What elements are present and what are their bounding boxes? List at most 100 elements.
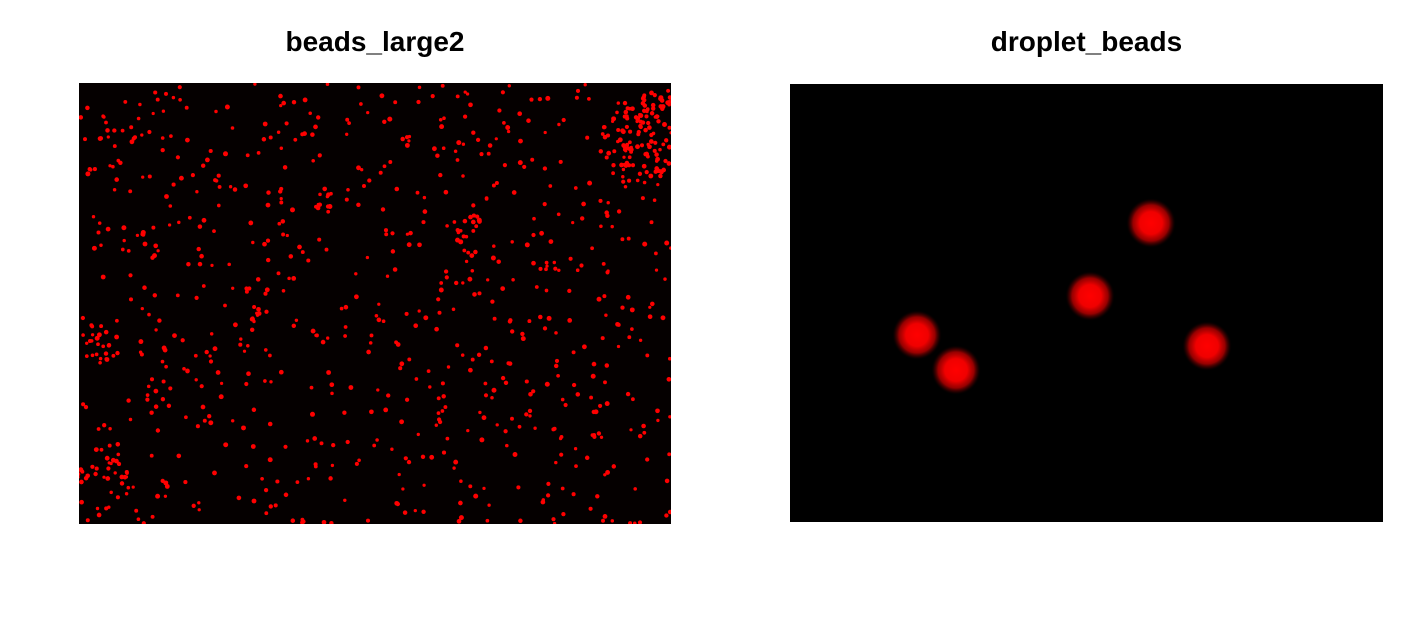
bead: [329, 521, 334, 524]
bead: [638, 119, 643, 124]
bead: [479, 152, 484, 157]
bead: [96, 332, 102, 338]
bead: [142, 241, 148, 247]
bead: [465, 92, 470, 96]
bead: [484, 197, 489, 201]
bead: [461, 281, 465, 285]
bead: [646, 120, 651, 126]
bead: [160, 136, 165, 140]
bead: [624, 149, 628, 153]
bead: [461, 174, 465, 178]
bead: [241, 425, 246, 431]
bead: [400, 136, 405, 142]
bead: [381, 319, 386, 324]
bead: [638, 113, 642, 117]
bead: [147, 129, 152, 135]
bead: [310, 328, 316, 334]
bead: [89, 339, 94, 343]
bead: [423, 315, 429, 321]
bead: [177, 220, 181, 225]
bead: [434, 326, 439, 332]
bead: [171, 182, 176, 187]
bead: [479, 437, 485, 443]
bead: [245, 153, 250, 158]
bead: [185, 137, 190, 143]
bead: [667, 452, 671, 457]
bead: [605, 270, 610, 275]
bead: [560, 486, 565, 491]
panel-title-beads-large2: beads_large2: [285, 26, 465, 57]
bead: [111, 164, 115, 169]
bead: [491, 387, 497, 393]
bead: [142, 285, 147, 290]
bead: [223, 303, 227, 308]
bead: [310, 411, 315, 417]
bead: [365, 518, 371, 523]
bead: [440, 83, 445, 88]
bead: [502, 163, 507, 168]
bead: [135, 233, 140, 238]
bead: [553, 266, 558, 271]
droplet: [931, 345, 981, 395]
bead: [399, 419, 405, 425]
bead: [184, 415, 188, 420]
bead: [600, 132, 605, 136]
bead: [651, 131, 656, 136]
bead: [216, 173, 221, 178]
bead: [114, 458, 119, 464]
bead: [645, 107, 650, 111]
bead: [163, 480, 169, 486]
bead: [476, 352, 482, 357]
bead: [571, 350, 576, 355]
bead: [224, 104, 230, 110]
bead: [377, 302, 381, 306]
bead: [512, 452, 518, 457]
bead: [659, 98, 665, 103]
bead: [610, 519, 615, 523]
bead: [663, 277, 667, 281]
bead: [99, 243, 103, 247]
bead: [644, 169, 649, 175]
bead: [505, 125, 511, 130]
bead: [267, 421, 273, 427]
bead: [365, 255, 370, 260]
bead: [120, 247, 125, 252]
bead: [252, 305, 257, 309]
bead: [260, 476, 264, 481]
bead: [164, 364, 168, 369]
bead: [532, 216, 536, 221]
bead: [79, 471, 81, 477]
bead: [155, 97, 160, 102]
bead: [624, 160, 630, 166]
bead: [503, 429, 508, 434]
bead: [417, 85, 422, 90]
bead: [97, 221, 102, 225]
bead: [357, 458, 361, 463]
bead: [187, 215, 192, 220]
bead: [458, 515, 464, 521]
bead: [655, 156, 660, 162]
bead: [517, 160, 523, 166]
bead: [571, 492, 576, 497]
bead: [251, 407, 257, 413]
bead: [546, 481, 551, 486]
bead: [126, 485, 131, 490]
bead: [354, 461, 359, 466]
bead: [250, 444, 256, 449]
bead: [207, 414, 212, 419]
image-droplet-beads: [790, 84, 1383, 522]
bead: [464, 259, 469, 264]
bead: [627, 335, 632, 340]
bead: [623, 185, 628, 189]
bead: [495, 423, 499, 427]
bead: [201, 284, 206, 288]
bead: [248, 220, 254, 226]
bead: [372, 443, 377, 448]
bead: [645, 457, 650, 462]
bead: [625, 106, 630, 111]
bead: [384, 232, 389, 237]
bead: [642, 241, 648, 247]
bead: [85, 105, 90, 111]
bead: [393, 100, 398, 105]
bead: [83, 137, 87, 142]
